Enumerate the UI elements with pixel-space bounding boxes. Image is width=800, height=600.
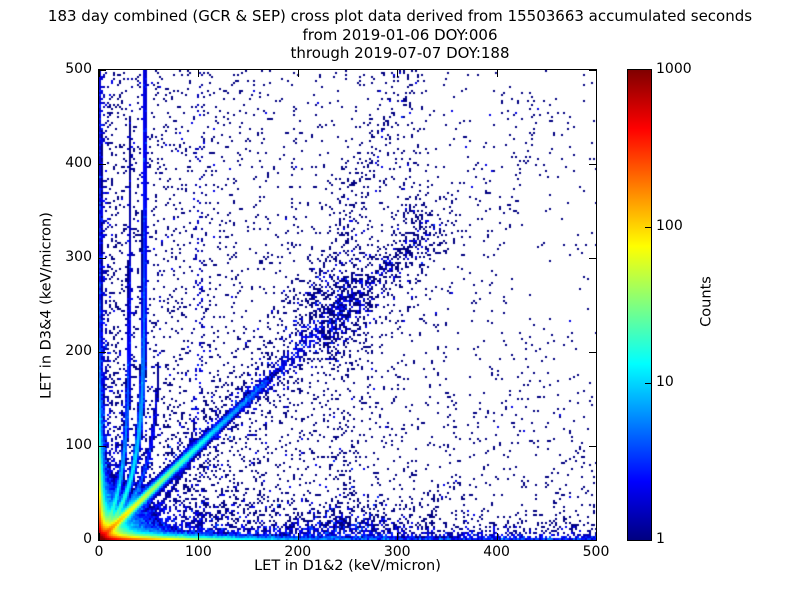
y-tick-label-100: 100 [65, 437, 92, 453]
y-axis-tick [589, 446, 596, 447]
y-axis-tick [589, 164, 596, 165]
y-axis-tick [589, 258, 596, 259]
colorbar-tick-label-1000: 1000 [656, 61, 692, 77]
y-axis-tick [589, 70, 596, 71]
colorbar-tick [645, 383, 651, 385]
colorbar-tick [645, 226, 651, 228]
y-tick-label-400: 400 [65, 155, 92, 171]
y-axis-tick [589, 352, 596, 353]
y-axis-tick [99, 70, 106, 71]
y-axis-tick [99, 446, 106, 447]
x-axis-tick [297, 70, 299, 77]
colorbar [627, 69, 652, 541]
chart-title-line3: through 2019-07-07 DOY:188 [290, 44, 510, 62]
chart-title-line2: from 2019-01-06 DOY:006 [302, 25, 498, 44]
colorbar-gradient [628, 70, 651, 540]
x-axis-tick [496, 70, 498, 77]
x-axis-tick [297, 533, 299, 540]
x-axis-tick [397, 70, 399, 77]
x-tick-label-100: 100 [185, 544, 212, 560]
chart-title: 183 day combined (GCR & SEP) cross plot … [0, 7, 800, 63]
y-axis-tick [99, 540, 106, 541]
x-axis-tick [198, 70, 200, 77]
y-axis-tick [99, 164, 106, 165]
x-axis-tick [99, 533, 100, 540]
y-axis-label: LET in D3&4 (keV/micron) [38, 212, 55, 399]
x-axis-tick [596, 70, 597, 77]
colorbar-tick-label-100: 100 [656, 217, 683, 234]
x-axis-tick [496, 533, 498, 540]
y-tick-label-300: 300 [65, 249, 92, 265]
x-axis-tick [596, 533, 597, 540]
x-axis-label: LET in D1&2 (keV/micron) [254, 558, 441, 574]
x-axis-tick [397, 533, 399, 540]
x-tick-label-500: 500 [582, 544, 610, 560]
y-axis-tick [589, 540, 596, 541]
x-axis-tick [198, 533, 200, 540]
scatter-density-canvas [99, 70, 596, 540]
y-tick-label-200: 200 [65, 343, 92, 359]
y-tick-label-500: 500 [65, 61, 92, 77]
plot-area [98, 69, 597, 541]
colorbar-axis-label: Counts [698, 276, 715, 327]
colorbar-tick-label-10: 10 [656, 374, 674, 391]
colorbar-tick-label-1: 1 [656, 531, 665, 547]
x-tick-label-400: 400 [483, 544, 510, 560]
y-axis-tick [99, 258, 106, 259]
y-tick-label-0: 0 [83, 531, 92, 547]
x-tick-label-300: 300 [383, 544, 411, 560]
y-axis-tick [99, 352, 106, 353]
x-tick-label-0: 0 [94, 544, 104, 560]
x-axis-tick [99, 70, 100, 77]
chart-title-line1: 183 day combined (GCR & SEP) cross plot … [47, 7, 753, 25]
x-tick-label-200: 200 [284, 544, 312, 560]
